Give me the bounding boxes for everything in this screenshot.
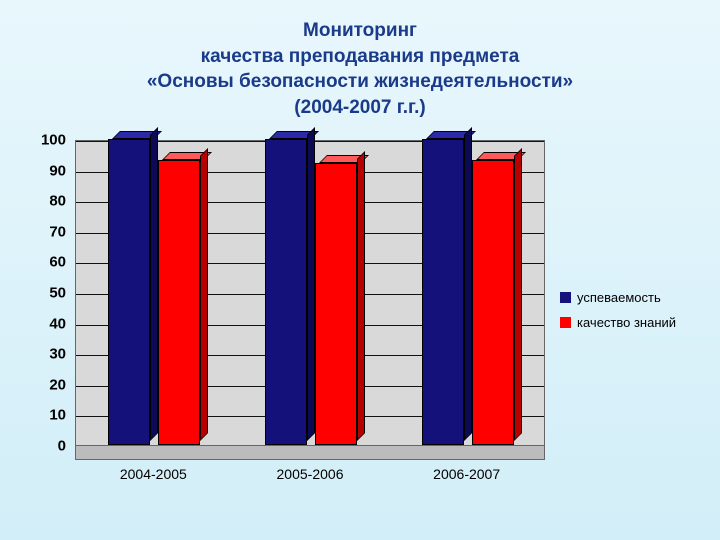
chart-plot-area: 0102030405060708090100 2004-20052005-200… — [30, 140, 560, 520]
legend-label: качество знаний — [577, 315, 676, 330]
y-tick-label: 100 — [41, 132, 66, 149]
y-axis-labels: 0102030405060708090100 — [30, 140, 72, 460]
x-tick-label: 2004-2005 — [120, 466, 187, 482]
chart-title: Мониторинг качества преподавания предмет… — [0, 0, 720, 121]
x-tick-label: 2005-2006 — [277, 466, 344, 482]
y-tick-label: 0 — [58, 438, 66, 455]
legend-swatch — [560, 292, 571, 303]
y-tick-label: 10 — [49, 407, 66, 424]
y-tick-label: 40 — [49, 315, 66, 332]
x-tick-label: 2006-2007 — [433, 466, 500, 482]
bars-host — [76, 141, 544, 445]
bar — [472, 160, 514, 445]
y-tick-label: 70 — [49, 223, 66, 240]
x-axis-labels: 2004-2005 2005-2006 2006-2007 — [75, 466, 545, 490]
bar — [108, 139, 150, 445]
y-tick-label: 60 — [49, 254, 66, 271]
bar-chart: 0102030405060708090100 2004-20052005-200… — [30, 140, 690, 520]
legend-item: успеваемость — [560, 290, 690, 305]
bar — [315, 163, 357, 445]
bar — [422, 139, 464, 445]
bar — [158, 160, 200, 445]
y-tick-label: 20 — [49, 376, 66, 393]
chart-floor — [76, 445, 544, 459]
y-tick-label: 90 — [49, 162, 66, 179]
legend-label: успеваемость — [577, 290, 661, 305]
legend-swatch — [560, 317, 571, 328]
legend: успеваемость качество знаний — [560, 280, 690, 340]
y-tick-label: 30 — [49, 346, 66, 363]
legend-item: качество знаний — [560, 315, 690, 330]
slide: Мониторинг качества преподавания предмет… — [0, 0, 720, 540]
plot-bg — [75, 140, 545, 460]
bar — [265, 139, 307, 445]
y-tick-label: 50 — [49, 285, 66, 302]
y-tick-label: 80 — [49, 193, 66, 210]
